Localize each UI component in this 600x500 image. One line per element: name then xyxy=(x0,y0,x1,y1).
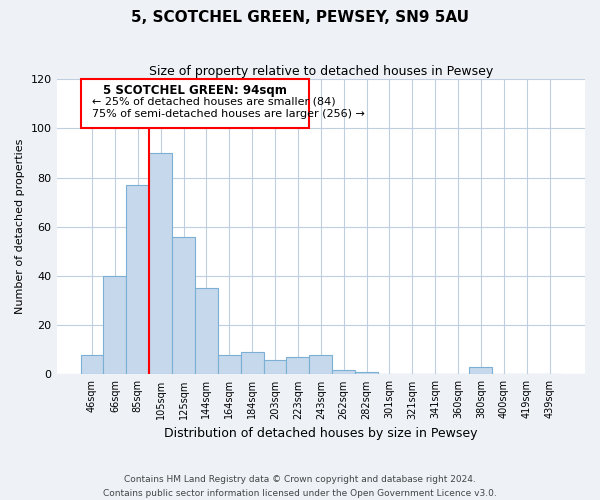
Bar xyxy=(80,79,310,128)
Bar xyxy=(263,360,286,374)
Bar xyxy=(355,372,378,374)
Text: Contains HM Land Registry data © Crown copyright and database right 2024.
Contai: Contains HM Land Registry data © Crown c… xyxy=(103,476,497,498)
Bar xyxy=(310,354,332,374)
Bar xyxy=(469,367,493,374)
Bar xyxy=(241,352,263,374)
Text: ← 25% of detached houses are smaller (84): ← 25% of detached houses are smaller (84… xyxy=(92,96,335,106)
Bar xyxy=(149,153,172,374)
Y-axis label: Number of detached properties: Number of detached properties xyxy=(15,139,25,314)
Bar xyxy=(172,236,195,374)
Bar xyxy=(218,354,241,374)
Bar xyxy=(127,185,149,374)
Text: 5 SCOTCHEL GREEN: 94sqm: 5 SCOTCHEL GREEN: 94sqm xyxy=(103,84,287,97)
Text: 75% of semi-detached houses are larger (256) →: 75% of semi-detached houses are larger (… xyxy=(92,108,365,118)
Bar xyxy=(286,357,310,374)
Title: Size of property relative to detached houses in Pewsey: Size of property relative to detached ho… xyxy=(149,65,493,78)
Bar xyxy=(195,288,218,374)
X-axis label: Distribution of detached houses by size in Pewsey: Distribution of detached houses by size … xyxy=(164,427,478,440)
Bar xyxy=(332,370,355,374)
Text: 5, SCOTCHEL GREEN, PEWSEY, SN9 5AU: 5, SCOTCHEL GREEN, PEWSEY, SN9 5AU xyxy=(131,10,469,25)
Bar xyxy=(80,354,103,374)
Bar xyxy=(103,276,127,374)
